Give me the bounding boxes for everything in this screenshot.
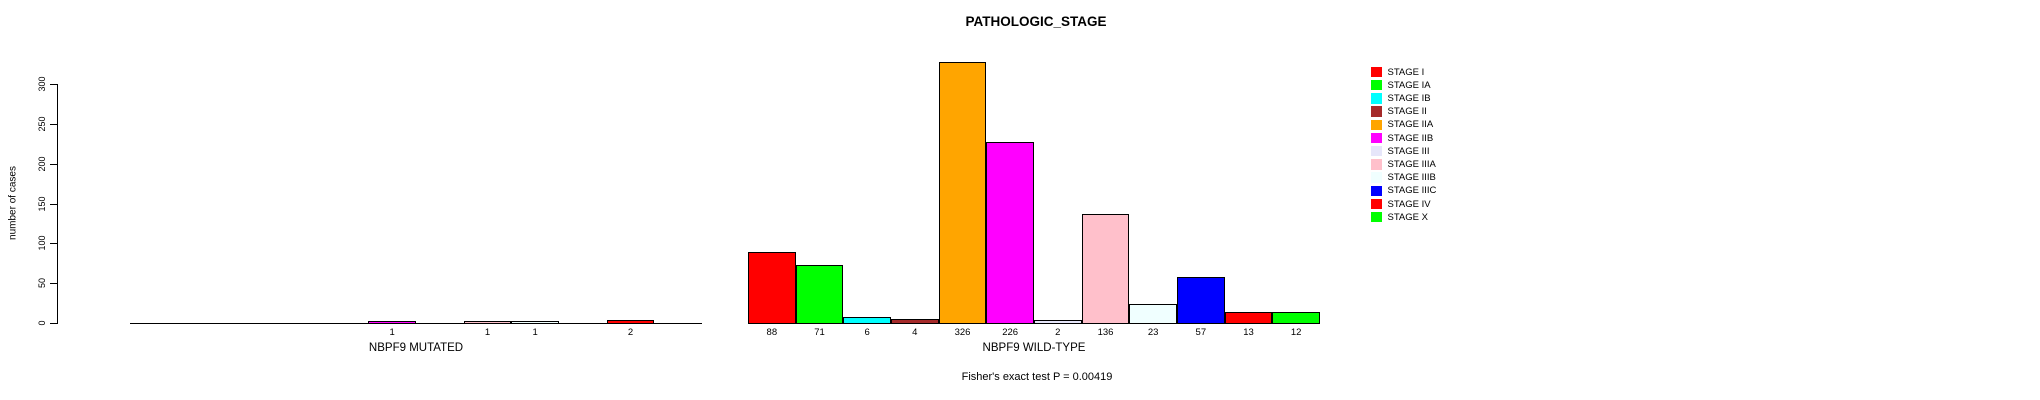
y-tick-mark	[50, 283, 57, 285]
legend-label: STAGE IB	[1387, 92, 1431, 104]
legend-label: STAGE IIIB	[1387, 172, 1436, 184]
y-tick-mark	[50, 84, 57, 85]
legend-label: STAGE X	[1387, 211, 1428, 223]
bar-stage-iib	[986, 141, 1034, 324]
group-label-mutated: NBPF9 MUTATED	[368, 342, 464, 354]
bar-stage-ib	[843, 317, 891, 324]
legend-label: STAGE III	[1387, 145, 1430, 157]
bar-stage-iiic	[1177, 276, 1225, 324]
legend-item: STAGE X	[1371, 211, 1428, 224]
legend-item: STAGE I	[1371, 66, 1424, 79]
chart-title: PATHOLOGIC_STAGE	[965, 14, 1107, 29]
legend-item: STAGE IIB	[1371, 132, 1433, 145]
legend-swatch	[1371, 211, 1382, 223]
bar-stage-iv	[606, 320, 655, 324]
legend-swatch	[1371, 172, 1382, 183]
legend-label: STAGE IA	[1387, 79, 1431, 91]
y-tick-label: 50	[37, 278, 47, 289]
bar-count-label: 326	[954, 327, 971, 338]
bar-stage-iiia	[463, 321, 512, 324]
legend-swatch	[1371, 79, 1382, 91]
y-axis-title: number of cases	[7, 166, 19, 240]
legend-swatch	[1371, 93, 1382, 104]
y-axis-line	[57, 84, 58, 324]
y-tick-label: 300	[37, 76, 47, 92]
y-tick-mark	[50, 323, 57, 324]
bar-count-label: 23	[1147, 327, 1159, 338]
bar-count-label: 57	[1195, 327, 1207, 338]
legend-swatch	[1371, 106, 1382, 117]
bar-count-label: 226	[1002, 327, 1019, 338]
legend-item: STAGE II	[1371, 105, 1427, 118]
legend-label: STAGE IIA	[1387, 119, 1434, 131]
legend-item: STAGE IA	[1371, 79, 1431, 92]
legend-label: STAGE IIIA	[1387, 158, 1436, 170]
y-tick-label: 250	[37, 116, 47, 132]
bar-count-label: 4	[912, 327, 918, 338]
legend-label: STAGE I	[1387, 66, 1425, 78]
legend-swatch	[1371, 132, 1382, 144]
legend-swatch	[1371, 145, 1382, 157]
legend-swatch	[1371, 198, 1382, 210]
legend-label: STAGE II	[1387, 106, 1427, 118]
legend-swatch	[1371, 185, 1382, 197]
legend-label: STAGE IV	[1387, 198, 1431, 210]
bar-count-label: 13	[1243, 327, 1254, 338]
y-tick-mark	[50, 163, 57, 165]
bar-count-label: 2	[627, 327, 634, 338]
legend-swatch	[1371, 119, 1382, 131]
y-tick-mark	[50, 203, 57, 205]
legend-item: STAGE IV	[1371, 198, 1431, 211]
legend-item: STAGE IIIA	[1371, 158, 1436, 171]
bar-stage-iiia	[1081, 213, 1130, 324]
y-tick-label: 200	[37, 156, 47, 172]
bar-stage-iiib	[1129, 303, 1177, 324]
y-tick-label: 150	[37, 195, 47, 212]
legend-item: STAGE IB	[1371, 92, 1431, 105]
legend-label: STAGE IIB	[1387, 132, 1434, 144]
bar-count-label: 1	[532, 327, 538, 338]
group-baseline	[130, 323, 702, 324]
y-tick-label: 100	[37, 235, 47, 251]
legend-item: STAGE IIA	[1371, 118, 1433, 131]
bar-count-label: 88	[766, 327, 778, 338]
bar-stage-iiib	[511, 321, 559, 324]
y-tick-mark	[50, 243, 57, 245]
legend-swatch	[1371, 159, 1382, 170]
group-label-wild-type: NBPF9 WILD-TYPE	[982, 342, 1086, 354]
y-tick-label: 0	[37, 320, 47, 326]
legend-swatch	[1371, 66, 1382, 78]
legend-item: STAGE III	[1371, 145, 1430, 158]
bar-count-label: 2	[1055, 327, 1061, 338]
legend-item: STAGE IIIB	[1371, 171, 1436, 184]
bar-stage-ii	[891, 318, 939, 324]
bar-stage-i	[748, 251, 796, 324]
bar-stage-ia	[795, 265, 844, 324]
bar-count-label: 1	[484, 327, 491, 338]
bar-stage-iia	[938, 62, 987, 324]
fisher-test-annotation: Fisher's exact test P = 0.00419	[961, 371, 1113, 383]
bar-stage-iib	[368, 321, 416, 324]
legend-item: STAGE IIIC	[1371, 184, 1436, 197]
y-tick-mark	[50, 123, 57, 125]
bar-count-label: 71	[814, 327, 825, 338]
bar-count-label: 136	[1097, 327, 1114, 338]
legend-label: STAGE IIIC	[1387, 185, 1437, 197]
bar-stage-iii	[1034, 320, 1082, 324]
bar-count-label: 12	[1290, 327, 1302, 338]
bar-count-label: 6	[864, 327, 870, 338]
bar-stage-x	[1272, 312, 1320, 324]
bar-count-label: 1	[389, 327, 395, 338]
bar-stage-iv	[1224, 311, 1273, 324]
